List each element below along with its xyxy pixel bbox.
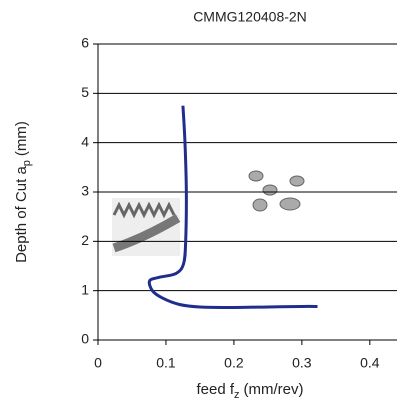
x-label-unit: (mm/rev): [244, 381, 304, 398]
photo-chip: [289, 175, 305, 187]
y-label-unit: (mm): [13, 121, 30, 156]
x-tick-label: 0.1: [156, 355, 176, 371]
y-label: Depth of Cut a: [13, 166, 30, 263]
y-tick-label: 1: [81, 281, 89, 297]
y-tick-label: 2: [81, 232, 89, 248]
series-line: [147, 105, 318, 309]
chart-title: CMMG120408-2N: [193, 9, 307, 25]
y-axis-title: Depth of Cut ap (mm): [13, 121, 33, 263]
x-tick-label: 0.2: [224, 355, 244, 371]
insert-photo-chips-left: [112, 198, 181, 256]
photo-chip: [279, 197, 301, 211]
x-tick-label: 0: [94, 355, 102, 371]
x-tick-label: 0.4: [360, 355, 380, 371]
photo-chip: [252, 198, 268, 212]
y-tick-label: 3: [81, 183, 89, 199]
x-label-sub: z: [234, 389, 240, 401]
photo-chip: [112, 201, 176, 219]
y-tick-label: 6: [81, 35, 89, 51]
y-tick-label: 4: [81, 133, 89, 149]
x-label: feed f: [196, 381, 234, 398]
x-tick-label: 0.3: [292, 355, 312, 371]
insert-photo-chips-right: [248, 170, 305, 212]
photo-chip: [262, 184, 278, 196]
photo-chip: [248, 170, 264, 182]
x-axis-title: feed fz (mm/rev): [196, 381, 303, 401]
y-label-sub: p: [21, 160, 33, 166]
photo-chip: [112, 214, 181, 253]
y-tick-label: 0: [81, 331, 89, 347]
y-tick-label: 5: [81, 84, 89, 100]
